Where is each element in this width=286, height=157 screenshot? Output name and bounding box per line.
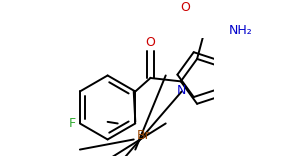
Text: Br: Br <box>137 129 151 141</box>
Text: O: O <box>180 1 190 14</box>
Text: O: O <box>146 35 155 49</box>
Text: NH₂: NH₂ <box>229 24 253 37</box>
Text: N: N <box>177 84 186 97</box>
Text: F: F <box>69 117 76 130</box>
